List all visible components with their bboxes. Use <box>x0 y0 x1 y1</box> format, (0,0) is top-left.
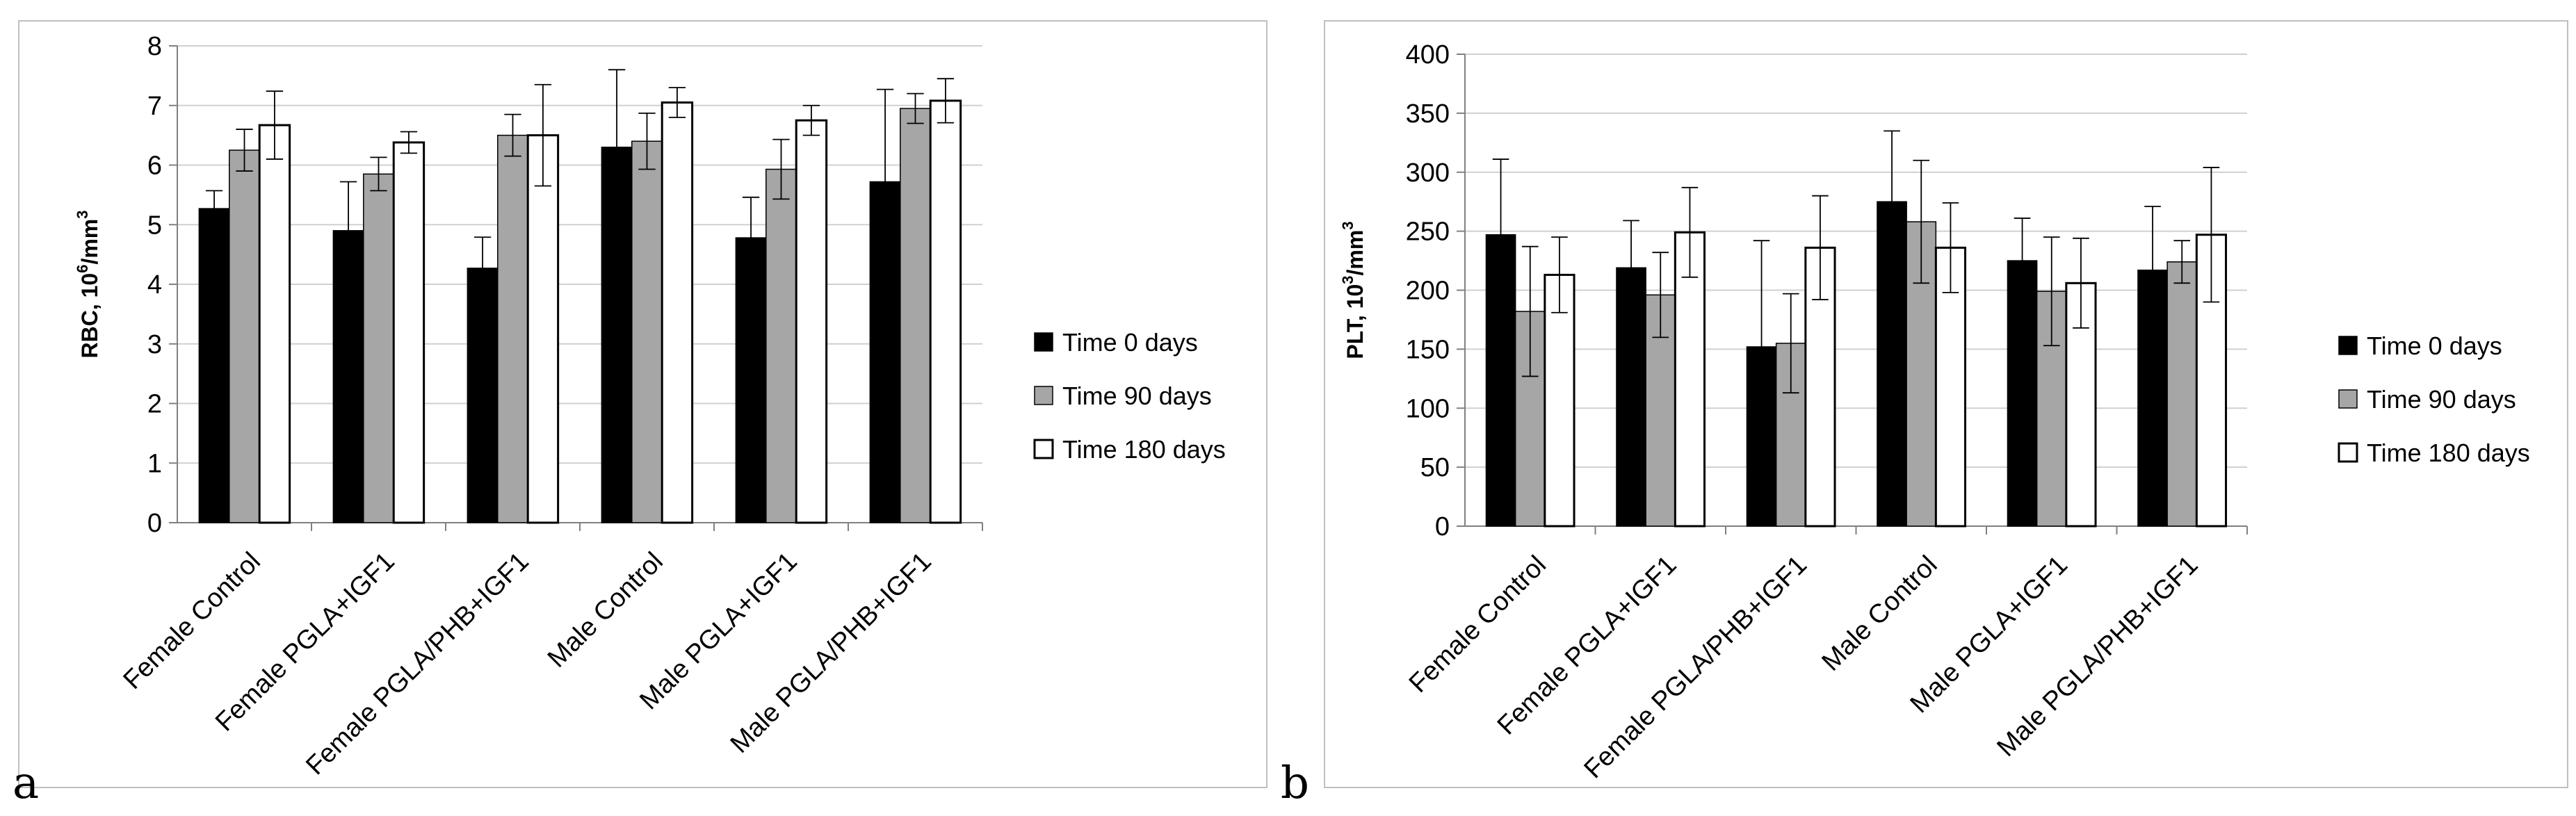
legend-swatch-time0 <box>2338 336 2358 355</box>
legend-swatch-time180 <box>2338 442 2358 463</box>
bar-time180 <box>661 101 694 524</box>
panel-b-letter: b <box>1281 758 1309 809</box>
y-tick-label: 5 <box>147 211 162 240</box>
y-tick-label: 350 <box>1406 99 1450 129</box>
bar-time180 <box>1934 246 1967 528</box>
legend-swatch-time90 <box>1034 386 1053 405</box>
bar-time0 <box>467 268 499 523</box>
y-tick-label: 250 <box>1406 218 1450 247</box>
y-tick-label: 400 <box>1406 40 1450 70</box>
y-tick-label: 150 <box>1406 335 1450 364</box>
bar-time180 <box>1544 273 1575 528</box>
legend-label-time0: Time 0 days <box>1062 328 1198 357</box>
bar-time180 <box>258 124 291 524</box>
y-tick-label: 6 <box>147 152 162 181</box>
bar-time0 <box>2007 260 2038 527</box>
bar-time180 <box>929 99 962 524</box>
y-axis-label: RBC, 106/mm3 <box>74 211 102 359</box>
legend-label-time90: Time 90 days <box>2367 385 2516 414</box>
legend-swatch-time90 <box>2338 389 2358 409</box>
bar-time180 <box>2065 281 2097 528</box>
y-tick-label: 0 <box>147 509 162 538</box>
bar-time0 <box>735 237 767 523</box>
bar-time90 <box>363 173 394 523</box>
bar-time90 <box>497 134 528 523</box>
y-tick-label: 300 <box>1406 158 1450 188</box>
bar-time90 <box>631 140 663 523</box>
bar-time180 <box>795 119 828 524</box>
panel-a-letter: a <box>13 758 39 809</box>
legend-swatch-time0 <box>1034 332 1053 352</box>
bar-time180 <box>526 134 560 524</box>
bar-time90 <box>900 108 931 523</box>
bar-time0 <box>198 208 230 523</box>
y-tick-label: 8 <box>147 32 162 61</box>
bar-time90 <box>229 149 260 523</box>
y-tick-label: 2 <box>147 390 162 419</box>
legend-label-time0: Time 0 days <box>2367 332 2502 360</box>
legend-label-time90: Time 90 days <box>1062 382 1212 410</box>
legend-label-time180: Time 180 days <box>1062 435 1226 464</box>
y-tick-label: 4 <box>147 270 162 300</box>
y-tick-label: 200 <box>1406 277 1450 306</box>
y-tick-label: 50 <box>1420 453 1450 482</box>
legend-label-time180: Time 180 days <box>2367 439 2530 467</box>
y-tick-label: 0 <box>1435 512 1450 541</box>
y-tick-label: 7 <box>147 92 162 121</box>
bar-time180 <box>392 141 426 524</box>
y-tick-label: 1 <box>147 449 162 478</box>
y-axis-label: PLT, 103/mm3 <box>1339 221 1368 359</box>
y-tick-label: 100 <box>1406 394 1450 423</box>
bar-time90 <box>765 168 797 523</box>
legend-swatch-time180 <box>1033 439 1054 459</box>
y-tick-label: 3 <box>147 330 162 359</box>
bar-time90 <box>2166 261 2198 527</box>
